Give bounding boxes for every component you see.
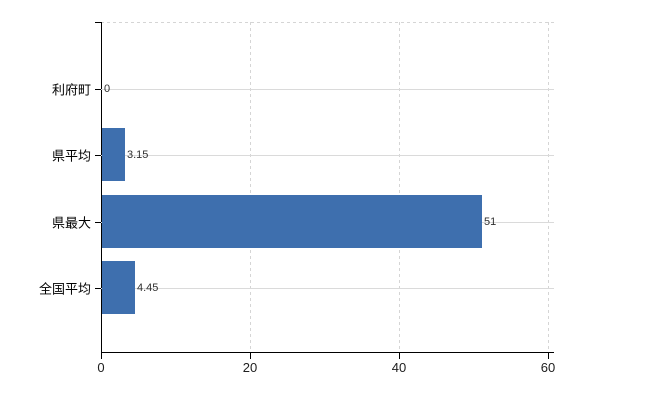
x-tick-label: 20 [242, 360, 258, 375]
y-axis-line [101, 22, 102, 353]
bar [102, 128, 125, 181]
bar [102, 261, 135, 314]
y-axis-tick [95, 222, 101, 223]
x-gridline [399, 22, 400, 352]
category-gridline [101, 89, 554, 90]
category-label: 県最大 [51, 215, 91, 231]
category-gridline [101, 155, 554, 156]
x-gridline [250, 22, 251, 352]
bar-value-label: 51 [484, 216, 497, 228]
category-label: 利府町 [51, 82, 91, 98]
bar [102, 195, 482, 248]
x-axis-tick [548, 353, 549, 359]
category-gridline [101, 288, 554, 289]
x-tick-label: 0 [97, 360, 105, 375]
x-axis-tick [101, 353, 102, 359]
x-axis-line [101, 352, 554, 353]
plot-top-border [101, 22, 554, 23]
bar-value-label: 4.45 [137, 282, 159, 294]
bar-value-label: 3.15 [127, 149, 149, 161]
y-axis-tick [95, 155, 101, 156]
x-axis-tick [250, 353, 251, 359]
category-label: 全国平均 [38, 281, 91, 297]
x-tick-label: 40 [391, 360, 407, 375]
x-tick-label: 60 [540, 360, 556, 375]
y-axis-tick [95, 89, 101, 90]
y-axis-tick [95, 288, 101, 289]
x-gridline [548, 22, 549, 352]
x-axis-tick [399, 353, 400, 359]
category-label: 県平均 [51, 148, 91, 164]
bar-value-label: 0 [104, 83, 111, 95]
y-axis-top-tick [95, 22, 101, 23]
